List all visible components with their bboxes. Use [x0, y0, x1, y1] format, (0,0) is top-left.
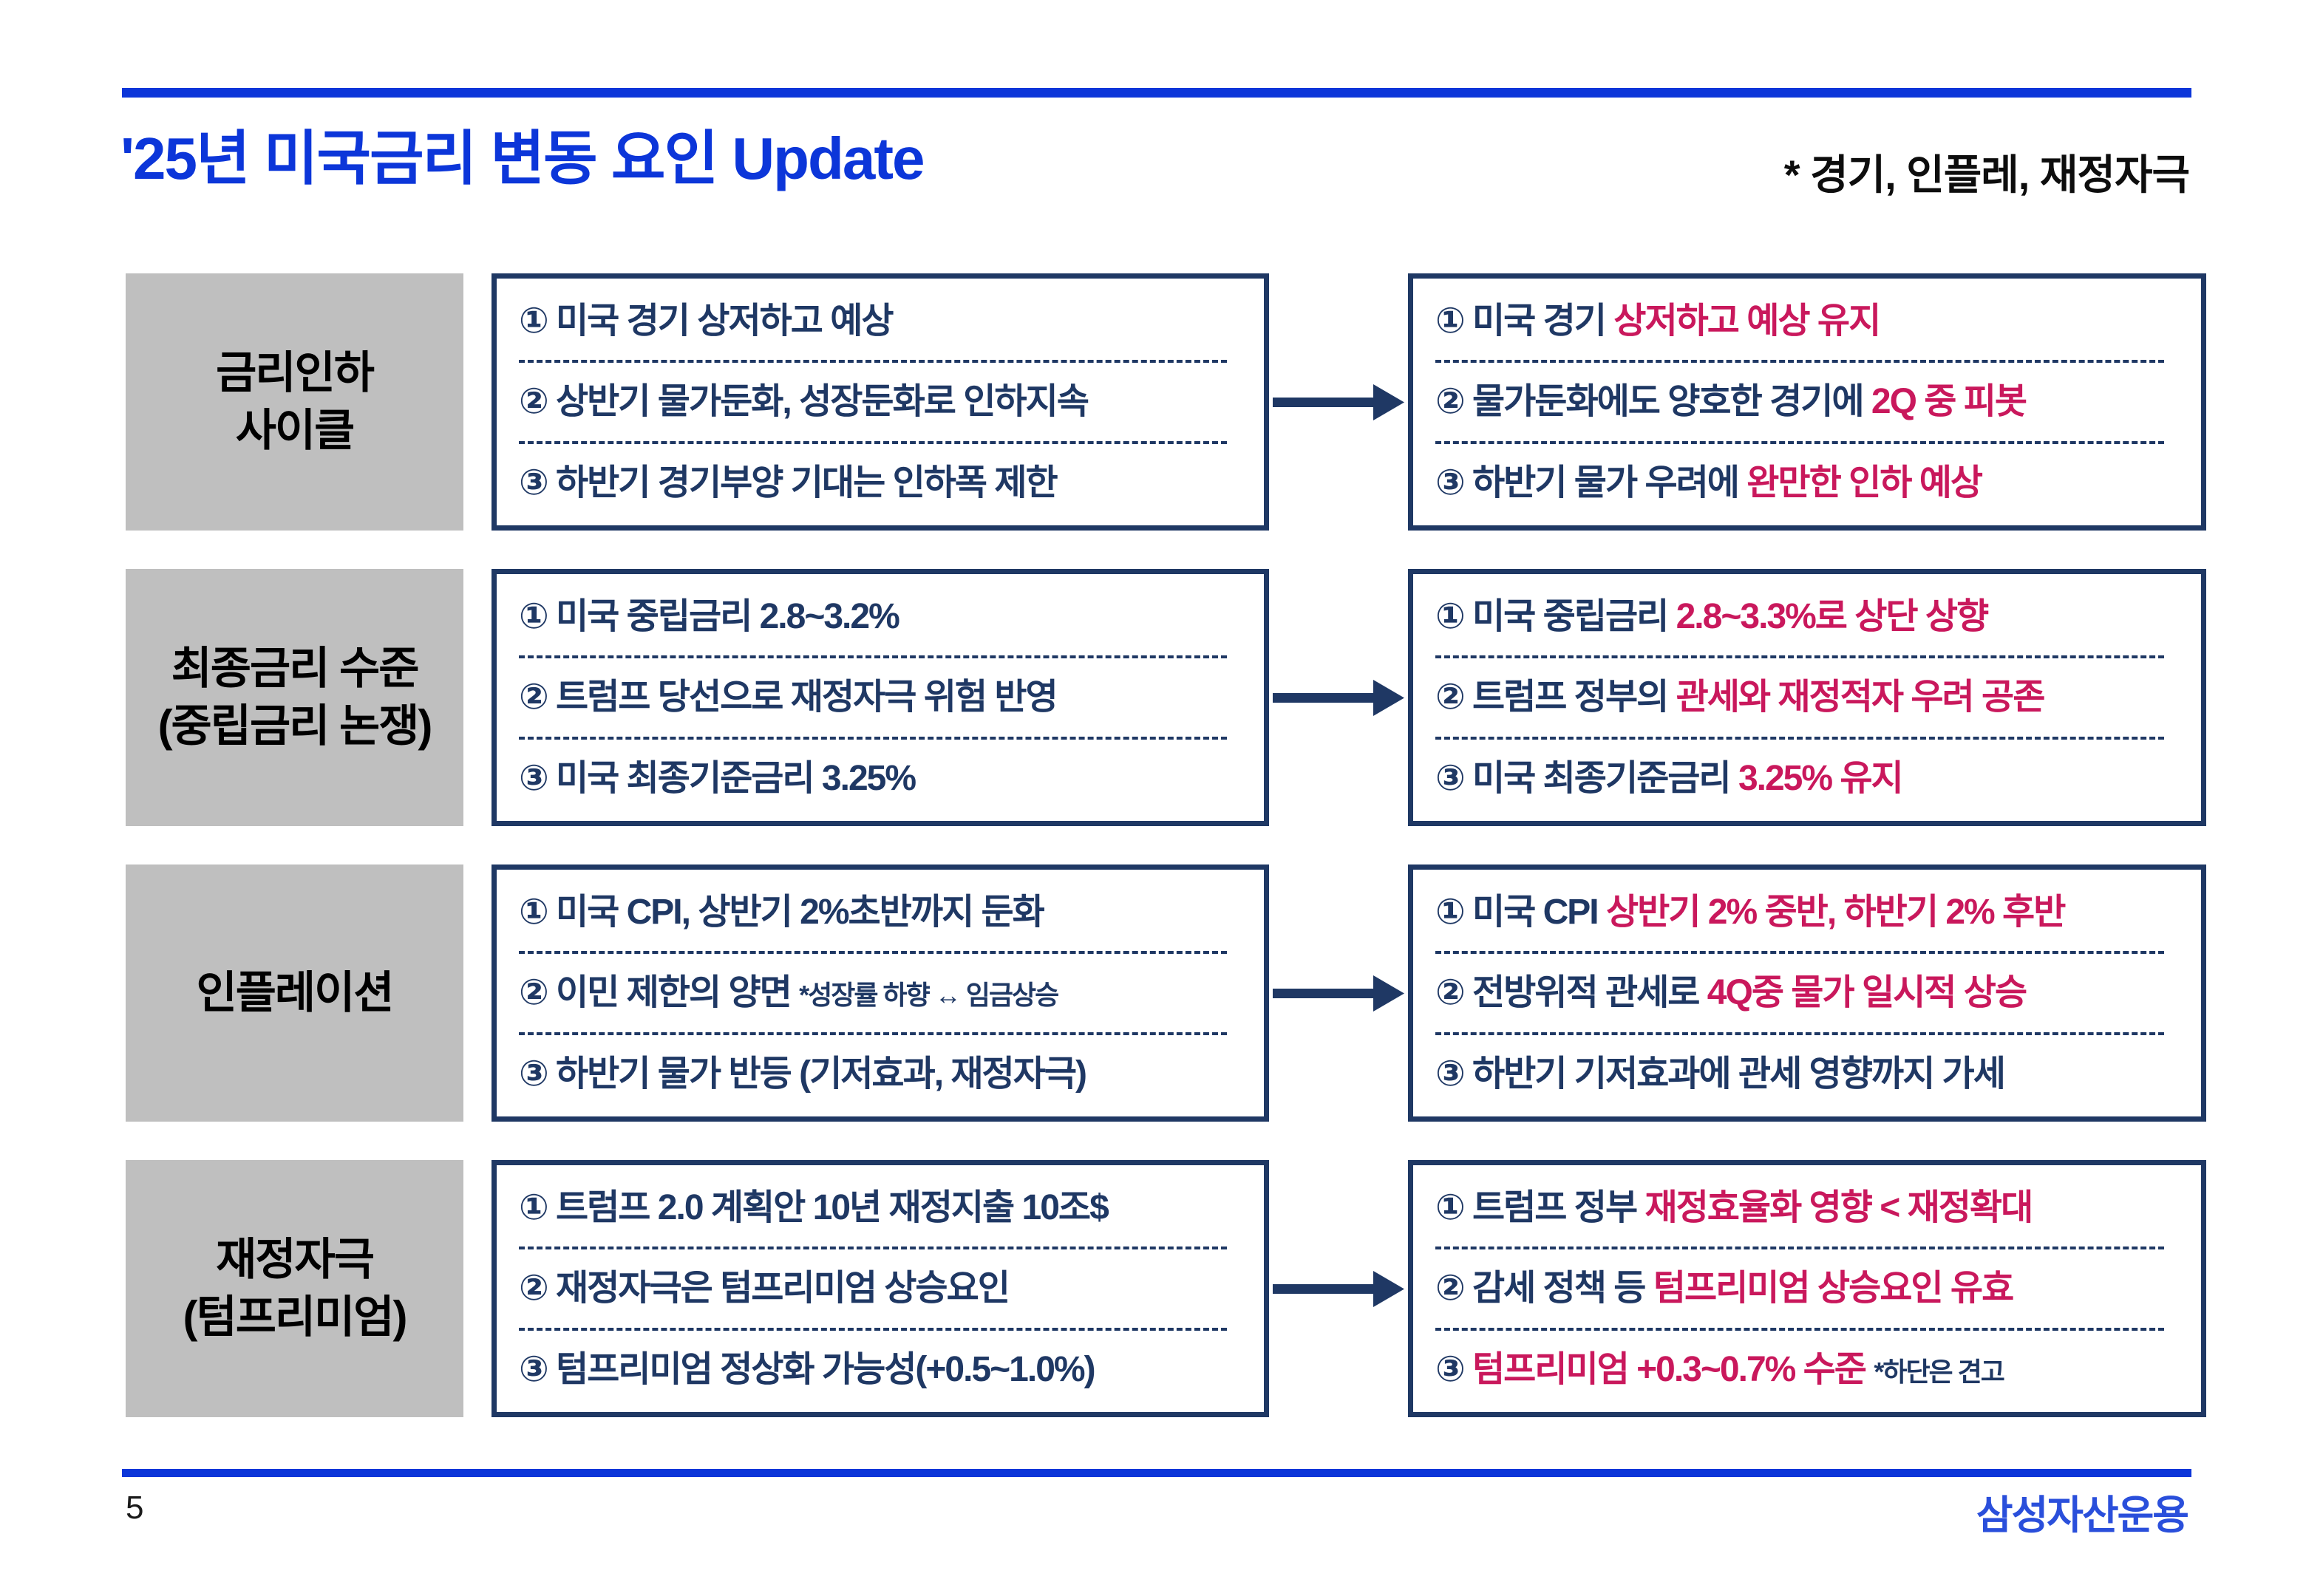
- dotted-divider: [519, 440, 1228, 444]
- prev-view-box: ① 트럼프 2.0 계획안 10년 재정지출 10조$ ② 재정자극은 텀프리미…: [492, 1160, 1269, 1417]
- point-line: ③ 미국 최종기준금리 3.25% 유지: [1435, 758, 1904, 798]
- dotted-divider: [1435, 1327, 2164, 1331]
- dotted-divider: [519, 1031, 1228, 1035]
- updated-view-box: ① 트럼프 정부 재정효율화 영향 < 재정확대 ② 감세 정책 등 텀프리미엄…: [1408, 1160, 2206, 1417]
- point-line: ① 미국 경기 상저하고 예상: [519, 301, 894, 341]
- point-line: ① 트럼프 2.0 계획안 10년 재정지출 10조$: [519, 1188, 1109, 1227]
- point-line: ② 트럼프 정부의 관세와 재정적자 우려 공존: [1435, 678, 2045, 717]
- dotted-divider: [519, 1247, 1228, 1250]
- dotted-divider: [1435, 1031, 2164, 1035]
- bottom-divider: [122, 1469, 2191, 1477]
- updated-view-box: ① 미국 CPI 상반기 2% 중반, 하반기 2% 후반 ② 전방위적 관세로…: [1408, 864, 2206, 1122]
- row-label: 인플레이션: [126, 864, 463, 1122]
- point-line: ② 상반기 물가둔화, 성장둔화로 인하지속: [519, 382, 1089, 422]
- point-line: ① 미국 CPI, 상반기 2%초반까지 둔화: [519, 893, 1045, 932]
- arrow-right-icon: [1273, 384, 1404, 420]
- point-line: ② 재정자극은 텀프리미엄 상승요인: [519, 1269, 1010, 1309]
- point-line: ② 감세 정책 등 텀프리미엄 상승요인 유효: [1435, 1269, 2014, 1309]
- dotted-divider: [519, 1327, 1228, 1331]
- page-number: 5: [126, 1490, 144, 1526]
- dotted-divider: [1435, 360, 2164, 364]
- row-label: 재정자극 (텀프리미엄): [126, 1160, 463, 1417]
- updated-view-box: ① 미국 경기 상저하고 예상 유지 ② 물가둔화에도 양호한 경기에 2Q 중…: [1408, 273, 2206, 531]
- row-label: 금리인하 사이클: [126, 273, 463, 531]
- point-line: ② 물가둔화에도 양호한 경기에 2Q 중 피봇: [1435, 382, 2027, 422]
- point-line: ③ 하반기 기저효과에 관세 영향까지 가세: [1435, 1054, 2006, 1094]
- point-line: ① 미국 CPI 상반기 2% 중반, 하반기 2% 후반: [1435, 893, 2066, 932]
- dotted-divider: [1435, 655, 2164, 659]
- dotted-divider: [1435, 951, 2164, 955]
- point-line: ③ 하반기 물가 반등 (기저효과, 재정자극): [519, 1054, 1087, 1094]
- updated-view-box: ① 미국 중립금리 2.8~3.3%로 상단 상향 ② 트럼프 정부의 관세와 …: [1408, 569, 2206, 826]
- row-fiscal-stimulus: 재정자극 (텀프리미엄) ① 트럼프 2.0 계획안 10년 재정지출 10조$…: [126, 1160, 2206, 1417]
- arrow-right-icon: [1273, 1271, 1404, 1307]
- title-note: * 경기, 인플레, 재정자극: [1783, 151, 2190, 198]
- row-label: 최종금리 수준 (중립금리 논쟁): [126, 569, 463, 826]
- point-line: ② 전방위적 관세로 4Q중 물가 일시적 상승: [1435, 973, 2027, 1013]
- arrow-right-icon: [1273, 680, 1404, 716]
- point-line: ③ 하반기 물가 우려에 완만한 인하 예상: [1435, 463, 1983, 502]
- row-rate-cut-cycle: 금리인하 사이클 ① 미국 경기 상저하고 예상 ② 상반기 물가둔화, 성장둔…: [126, 273, 2206, 531]
- point-line: ① 트럼프 정부 재정효율화 영향 < 재정확대: [1435, 1188, 2033, 1227]
- point-line: ① 미국 중립금리 2.8~3.3%로 상단 상향: [1435, 597, 1989, 636]
- dotted-divider: [1435, 440, 2164, 444]
- page-title: '25년 미국금리 변동 요인 Update: [120, 126, 925, 191]
- point-line: ② 이민 제한의 양면 *성장률 하향 ↔ 임금상승: [519, 973, 1059, 1013]
- prev-view-box: ① 미국 경기 상저하고 예상 ② 상반기 물가둔화, 성장둔화로 인하지속 ③…: [492, 273, 1269, 531]
- point-line: ① 미국 경기 상저하고 예상 유지: [1435, 301, 1881, 341]
- point-line: ② 트럼프 당선으로 재정자극 위험 반영: [519, 678, 1058, 717]
- row-terminal-rate: 최종금리 수준 (중립금리 논쟁) ① 미국 중립금리 2.8~3.2% ② 트…: [126, 569, 2206, 826]
- dotted-divider: [1435, 736, 2164, 740]
- point-line: ③ 미국 최종기준금리 3.25%: [519, 758, 916, 798]
- top-divider: [122, 88, 2191, 98]
- dotted-divider: [519, 736, 1228, 740]
- point-line: ③ 텀프리미엄 +0.3~0.7% 수준 *하단은 견고: [1435, 1349, 2005, 1389]
- point-line: ③ 하반기 경기부양 기대는 인하폭 제한: [519, 463, 1058, 502]
- row-inflation: 인플레이션 ① 미국 CPI, 상반기 2%초반까지 둔화 ② 이민 제한의 양…: [126, 864, 2206, 1122]
- prev-view-box: ① 미국 CPI, 상반기 2%초반까지 둔화 ② 이민 제한의 양면 *성장률…: [492, 864, 1269, 1122]
- point-line: ① 미국 중립금리 2.8~3.2%: [519, 597, 900, 636]
- arrow-right-icon: [1273, 975, 1404, 1012]
- dotted-divider: [1435, 1247, 2164, 1250]
- point-line: ③ 텀프리미엄 정상화 가능성(+0.5~1.0%): [519, 1349, 1096, 1389]
- dotted-divider: [519, 951, 1228, 955]
- company-logo: 삼성자산운용: [1976, 1493, 2189, 1538]
- dotted-divider: [519, 655, 1228, 659]
- prev-view-box: ① 미국 중립금리 2.8~3.2% ② 트럼프 당선으로 재정자극 위험 반영…: [492, 569, 1269, 826]
- dotted-divider: [519, 360, 1228, 364]
